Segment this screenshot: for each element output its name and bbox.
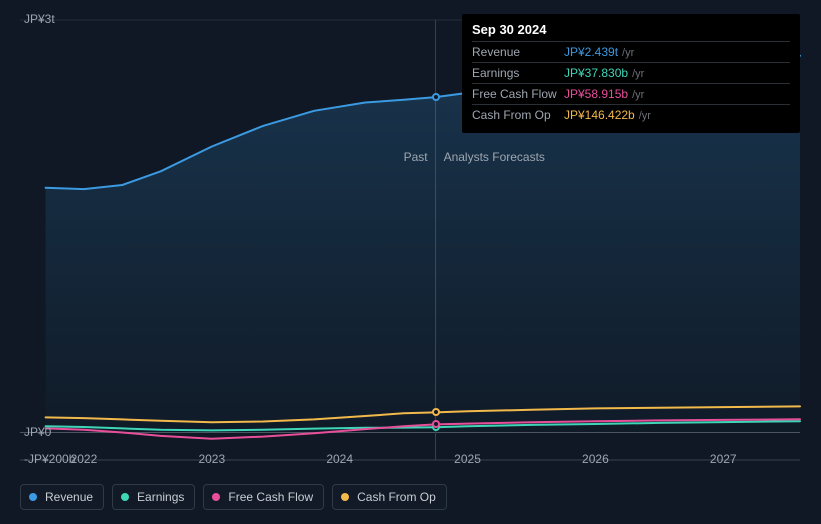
y-axis-label: JP¥0 (24, 425, 51, 439)
legend-item[interactable]: Earnings (112, 484, 195, 510)
chart-tooltip: Sep 30 2024 RevenueJP¥2.439t/yrEarningsJ… (462, 14, 800, 133)
tooltip-date: Sep 30 2024 (472, 22, 790, 41)
legend-item[interactable]: Revenue (20, 484, 104, 510)
tooltip-row-label: Earnings (472, 66, 564, 80)
legend-dot-icon (212, 493, 220, 501)
legend-dot-icon (121, 493, 129, 501)
legend-label: Cash From Op (357, 490, 436, 504)
legend-label: Earnings (137, 490, 184, 504)
series-marker (432, 408, 440, 416)
financial-forecast-chart: Sep 30 2024 RevenueJP¥2.439t/yrEarningsJ… (0, 0, 821, 524)
tooltip-row-label: Free Cash Flow (472, 87, 564, 101)
y-axis-label: -JP¥200b (24, 452, 75, 466)
x-axis-label: 2027 (710, 452, 737, 466)
forecast-label: Analysts Forecasts (444, 150, 545, 164)
legend-item[interactable]: Free Cash Flow (203, 484, 324, 510)
tooltip-row: RevenueJP¥2.439t/yr (472, 41, 790, 62)
tooltip-row-value: JP¥37.830b (564, 66, 628, 80)
series-marker (432, 93, 440, 101)
x-axis-label: 2024 (326, 452, 353, 466)
legend-label: Revenue (45, 490, 93, 504)
y-axis-label: JP¥3t (24, 12, 55, 26)
tooltip-row-label: Cash From Op (472, 108, 564, 122)
legend-item[interactable]: Cash From Op (332, 484, 447, 510)
past-label: Past (404, 150, 428, 164)
tooltip-row-value: JP¥2.439t (564, 45, 618, 59)
tooltip-row-label: Revenue (472, 45, 564, 59)
chart-legend: Revenue Earnings Free Cash Flow Cash From O… (20, 484, 447, 510)
x-axis-label: 2022 (71, 452, 98, 466)
tooltip-row-unit: /yr (632, 68, 644, 80)
tooltip-row-unit: /yr (632, 89, 644, 101)
legend-dot-icon (29, 493, 37, 501)
tooltip-row-value: JP¥58.915b (564, 87, 628, 101)
legend-label: Free Cash Flow (228, 490, 313, 504)
legend-dot-icon (341, 493, 349, 501)
x-axis-label: 2026 (582, 452, 609, 466)
tooltip-row-value: JP¥146.422b (564, 108, 635, 122)
tooltip-row: EarningsJP¥37.830b/yr (472, 62, 790, 83)
tooltip-row-unit: /yr (639, 110, 651, 122)
x-axis-label: 2025 (454, 452, 481, 466)
tooltip-row-unit: /yr (622, 47, 634, 59)
series-marker (432, 420, 440, 428)
tooltip-row: Free Cash FlowJP¥58.915b/yr (472, 83, 790, 104)
x-axis-label: 2023 (198, 452, 225, 466)
tooltip-row: Cash From OpJP¥146.422b/yr (472, 104, 790, 125)
